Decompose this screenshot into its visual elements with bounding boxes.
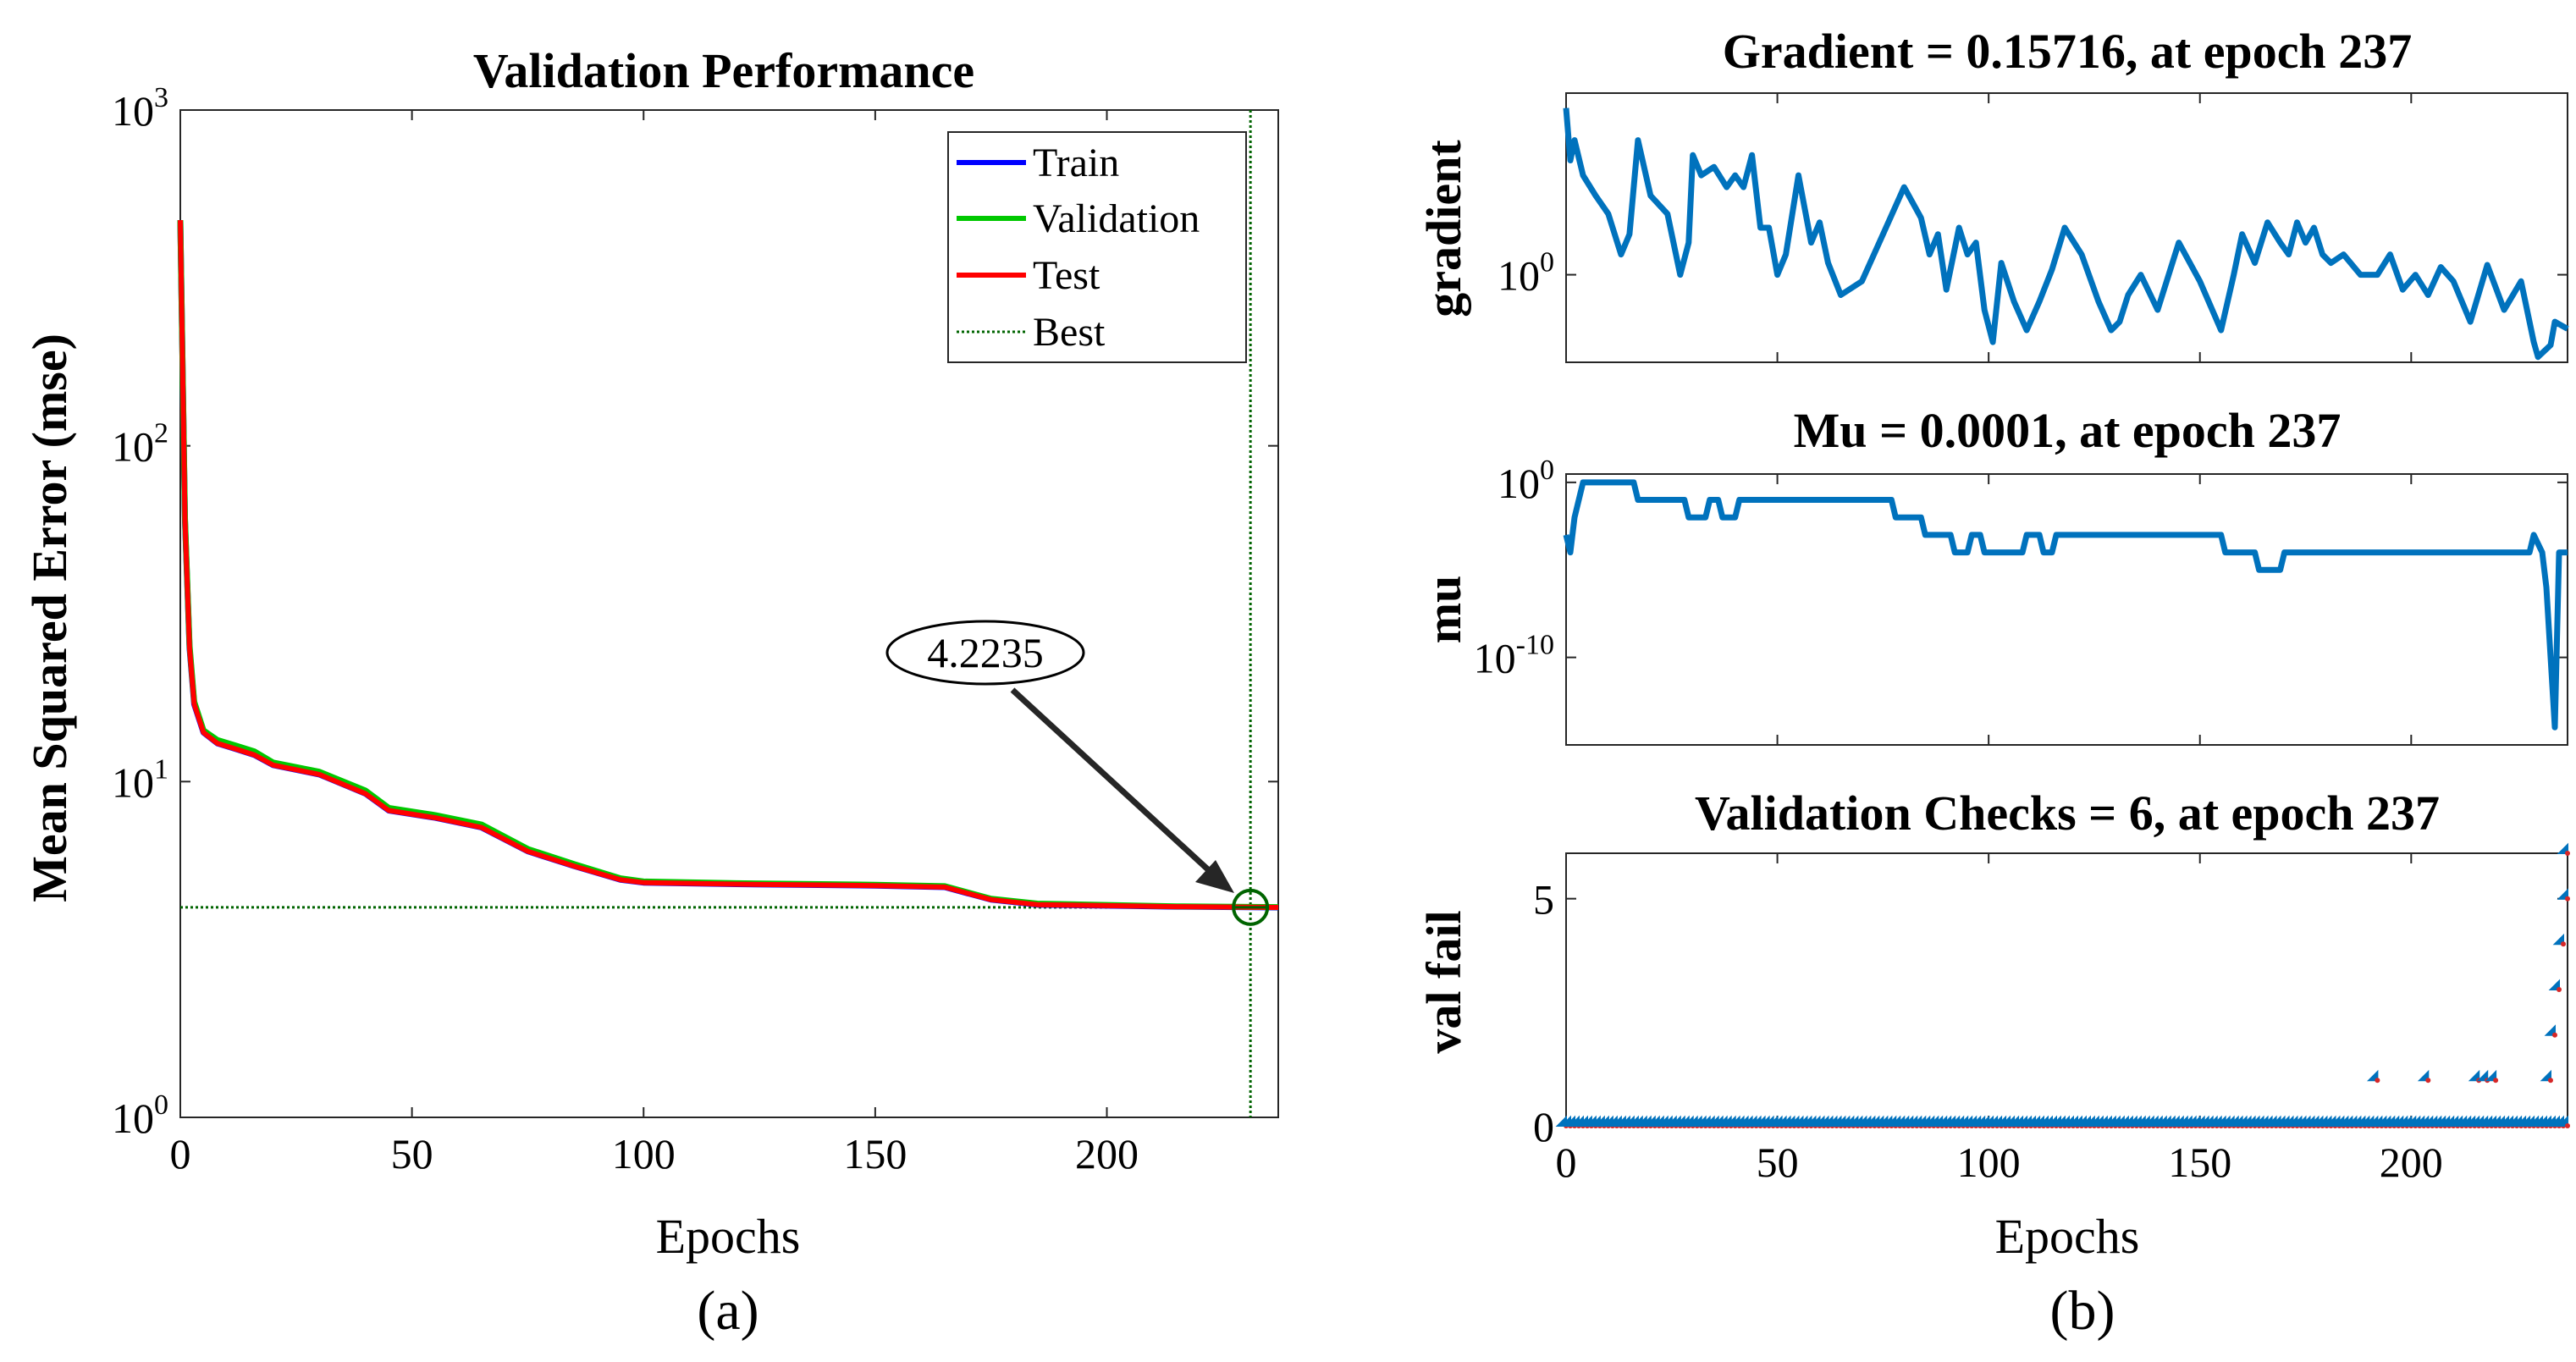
perf-ytick-exponent: 0 <box>154 1089 168 1121</box>
valfail-xtick-label: 200 <box>2380 1139 2443 1186</box>
valfail-point-final-center <box>2565 851 2570 856</box>
valfail-point-center <box>2548 1078 2553 1084</box>
best-callout-label: 4.2235 <box>927 629 1044 676</box>
gradient-plot-area: 100 <box>1498 92 2569 363</box>
valfail-point-center <box>2557 987 2562 992</box>
valfail-xtick-label: 100 <box>1957 1139 2021 1186</box>
perf-xtick-label: 100 <box>612 1130 676 1177</box>
perf-ytick-exponent: 2 <box>154 418 168 449</box>
perf-xtick-label: 50 <box>391 1130 433 1177</box>
valfail-caption: (b) <box>2050 1280 2115 1342</box>
perf-ytick-label: 101 <box>112 753 168 806</box>
valfail-point-center <box>2425 1078 2431 1084</box>
training-state-panel: Gradient = 0.15716, at epoch 237 100 gra… <box>1416 24 2570 1342</box>
perf-ytick-base: 10 <box>112 87 154 135</box>
mu-line <box>1563 479 2568 731</box>
mu-ytick-base: 10 <box>1474 635 1516 682</box>
perf-x-axis-label: Epochs <box>656 1209 801 1264</box>
gradient-line <box>1563 108 2569 361</box>
legend-label-best: Best <box>1033 310 1106 355</box>
gradient-ytick-label: 100 <box>1498 247 1554 300</box>
legend-box <box>947 131 1247 363</box>
performance-panel: Validation Performance 0 50 100 150 20010010… <box>22 43 1279 1342</box>
valfail-y-axis-label: val fail <box>1416 910 1471 1053</box>
perf-axes-box <box>179 109 1279 1118</box>
valfail-axes-box <box>1565 852 2568 1127</box>
valfail-point-center <box>2565 896 2570 902</box>
gradient-y-axis-label: gradient <box>1416 140 1471 317</box>
mu-ytick-exponent: -10 <box>1516 630 1554 661</box>
mu-ytick-label: 10-10 <box>1474 630 1554 682</box>
valfail-point-center <box>2561 941 2566 947</box>
valfail-x-axis-label: Epochs <box>1995 1209 2140 1264</box>
perf-title: Validation Performance <box>473 43 974 98</box>
legend-label-test: Test <box>1033 253 1100 298</box>
valfail-point-center <box>2375 1078 2380 1084</box>
perf-ytick-base: 10 <box>112 423 154 471</box>
valfail-point-center <box>2552 1032 2557 1038</box>
mu-title: Mu = 0.0001, at epoch 237 <box>1794 403 2342 458</box>
valfail-title: Validation Checks = 6, at epoch 237 <box>1695 786 2440 841</box>
legend-label-validation: Validation <box>1033 196 1200 241</box>
legend-label-train: Train <box>1033 141 1119 185</box>
mu-y-axis-label: mu <box>1416 576 1471 644</box>
valfail-xtick-label: 150 <box>2168 1139 2231 1186</box>
perf-xtick-label: 150 <box>843 1130 907 1177</box>
perf-ytick-base: 10 <box>112 758 154 806</box>
valfail-point-zero-center <box>2565 1123 2570 1128</box>
mu-ytick-base: 10 <box>1498 460 1540 507</box>
best-annotation: 4.2235 <box>885 620 1234 893</box>
valfail-xtick-label: 50 <box>1757 1139 1799 1186</box>
perf-ytick-exponent: 3 <box>154 82 168 113</box>
best-callout-ellipse <box>885 620 1085 686</box>
valfail-plot-area: 0 50 100 150 200 0 5 <box>1533 842 2570 1186</box>
perf-ytick-label: 103 <box>112 82 168 135</box>
perf-y-axis-label: Mean Squared Error (mse) <box>22 334 77 902</box>
valfail-xtick-label: 0 <box>1556 1139 1577 1186</box>
perf-caption: (a) <box>697 1280 758 1342</box>
perf-legend: Train Validation Test Best <box>947 131 1247 363</box>
perf-ytick-base: 10 <box>112 1095 154 1142</box>
perf-ytick-exponent: 1 <box>154 753 168 785</box>
perf-ytick-label: 100 <box>112 1089 168 1142</box>
perf-ytick-label: 102 <box>112 418 168 471</box>
gradient-ytick-exponent: 0 <box>1540 247 1554 278</box>
best-arrow-head <box>1195 860 1234 893</box>
gradient-ytick-base: 10 <box>1498 252 1540 300</box>
perf-xtick-label: 0 <box>170 1130 191 1177</box>
mu-axes-box <box>1565 473 2568 746</box>
gradient-title: Gradient = 0.15716, at epoch 237 <box>1723 24 2412 79</box>
mu-ytick-exponent: 0 <box>1540 455 1554 486</box>
gradient-axes-box <box>1565 92 2568 363</box>
valfail-point-center <box>2493 1078 2499 1084</box>
valfail-ytick-label: 5 <box>1533 876 1554 924</box>
perf-xtick-label: 200 <box>1075 1130 1139 1177</box>
valfail-ytick-label: 0 <box>1533 1103 1554 1150</box>
series-line-test <box>178 220 1279 910</box>
mu-ytick-label: 100 <box>1498 455 1554 507</box>
best-arrow-shaft <box>1010 687 1213 874</box>
